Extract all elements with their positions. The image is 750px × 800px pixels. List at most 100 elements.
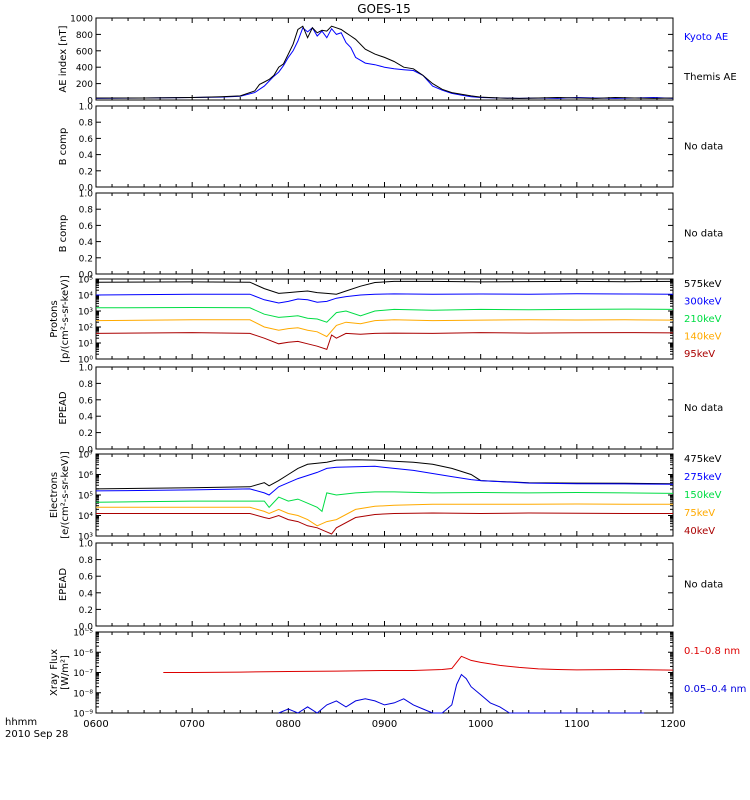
- y-axis-label: EPEAD: [58, 391, 69, 425]
- y-axis-label: B comp: [58, 215, 69, 253]
- panel-electrons: 10³ 10⁴ 10⁵ 10⁶ 10⁷ Electrons [e/(cm²-s-sr-keV…: [49, 451, 722, 543]
- legend-entry: Kyoto AE: [684, 32, 728, 43]
- y-tick-label: 0.6: [79, 222, 94, 232]
- y-axis-label: AE index [nT]: [58, 25, 69, 92]
- x-tick-label: 1100: [564, 719, 589, 730]
- y-tick-label: 0.8: [79, 556, 94, 566]
- y-tick-label: 10⁵: [78, 276, 93, 286]
- x-tick-label: 0800: [276, 719, 301, 730]
- y-axis-label: Protons: [49, 300, 60, 337]
- y-tick-label: 600: [76, 47, 93, 57]
- panel-epead1: 0.0 0.2 0.4 0.6 0.8 1.0 EPEAD No data: [58, 364, 723, 456]
- legend-entry: 210keV: [684, 314, 722, 325]
- y-tick-label: 0.0: [79, 271, 94, 281]
- series-line-275kev: [95, 465, 674, 496]
- legend-entry: 275keV: [684, 472, 722, 483]
- y-axis-label: B comp: [58, 128, 69, 166]
- plot-title: GOES-15: [357, 2, 411, 16]
- y-tick-label: 1.0: [79, 540, 94, 550]
- y-tick-label: 0.8: [79, 119, 94, 129]
- legend-entry: Themis AE: [683, 72, 737, 83]
- y-tick-label: 400: [76, 64, 93, 74]
- panel-frame: [95, 542, 674, 627]
- series-line-575kev: [95, 280, 674, 295]
- no-data-label: No data: [684, 229, 723, 240]
- y-axis-label: Electrons: [49, 472, 60, 518]
- y-tick-label: 0.8: [79, 206, 94, 216]
- x-corner-label-date: 2010 Sep 28: [5, 729, 68, 740]
- y-tick-label: 0.6: [79, 135, 94, 145]
- legend-entry: 40keV: [684, 526, 715, 537]
- panel-epead2: 0.0 0.2 0.4 0.6 0.8 1.0 EPEAD No data: [58, 540, 723, 633]
- y-tick-label: 1000: [70, 15, 93, 25]
- y-tick-label: 10⁰: [78, 356, 93, 366]
- series-line-210kev: [95, 306, 674, 323]
- y-tick-label: 10⁻⁶: [73, 649, 93, 659]
- y-tick-label: 200: [76, 80, 93, 90]
- series-line-300kev: [95, 293, 674, 304]
- y-tick-label: 0.6: [79, 573, 94, 583]
- y-tick-label: 1.0: [79, 190, 94, 200]
- y-tick-label: 10³: [78, 533, 93, 543]
- legend-entry: 475keV: [684, 454, 722, 465]
- y-tick-label: 10⁻⁹: [73, 710, 93, 720]
- y-tick-label: 0.2: [79, 167, 93, 177]
- y-tick-label: 0: [87, 97, 93, 107]
- y-axis-label: EPEAD: [58, 568, 69, 602]
- y-tick-label: 10⁻⁵: [73, 629, 93, 639]
- y-tick-label: 0.4: [79, 589, 94, 599]
- series-line-95kev: [95, 332, 674, 351]
- y-tick-label: 1.0: [79, 364, 94, 374]
- y-tick-label: 0.2: [79, 606, 93, 616]
- panel-b2: 0.0 0.2 0.4 0.6 0.8 1.0 B comp No data: [58, 190, 723, 281]
- y-tick-label: 0.2: [79, 429, 93, 439]
- panel-b1: 0.0 0.2 0.4 0.6 0.8 1.0 B comp No data: [58, 103, 723, 194]
- y-axis-label: Xray Flux: [49, 649, 60, 696]
- legend-entry: 0.1–0.8 nm: [684, 646, 740, 657]
- x-corner-label-hhmm: hhmm: [5, 717, 37, 728]
- y-tick-label: 0.6: [79, 396, 94, 406]
- y-tick-label: 0.4: [79, 413, 94, 423]
- y-axis-unit: [p/(cm²-s-sr-keV)]: [60, 275, 71, 363]
- panel-frame: [95, 105, 674, 188]
- y-tick-label: 1.0: [79, 103, 94, 113]
- y-tick-label: 10⁷: [78, 451, 93, 461]
- legend-entry: 75keV: [684, 508, 715, 519]
- series-line-140kev: [95, 319, 674, 338]
- y-tick-label: 0.2: [79, 254, 93, 264]
- series-line-themis-ae: [96, 25, 674, 99]
- panel-frame: [95, 17, 674, 101]
- x-tick-label: 0900: [372, 719, 397, 730]
- no-data-label: No data: [684, 580, 723, 591]
- series-line-0-05-0-4-nm: [278, 673, 645, 714]
- y-axis-unit: [W/m²]: [60, 655, 71, 690]
- y-tick-label: 10¹: [78, 340, 93, 350]
- panel-xray: 10⁻⁹ 10⁻⁸ 10⁻⁷ 10⁻⁶ 10⁻⁵ Xray Flux [W/m²] 0.1–0…: [49, 629, 746, 720]
- x-tick-label: 1200: [660, 719, 685, 730]
- x-tick-label: 0700: [179, 719, 204, 730]
- y-tick-label: 0.0: [79, 623, 94, 633]
- panel-frame: [95, 192, 674, 275]
- y-axis-unit: [e/(cm²-s-sr-keV)]: [60, 451, 71, 539]
- legend-entry: 575keV: [684, 279, 722, 290]
- panel-frame: [95, 278, 674, 360]
- series-line-kyoto-ae: [95, 26, 674, 99]
- legend-entry: 140keV: [684, 332, 722, 343]
- panel-protons: 10⁰ 10¹ 10² 10³ 10⁴ 10⁵ Protons [p/(cm²-s-sr-ke…: [49, 275, 722, 365]
- series-line-40kev: [96, 512, 673, 535]
- y-tick-label: 10⁶: [78, 471, 93, 481]
- no-data-label: No data: [684, 142, 723, 153]
- legend-entry: 300keV: [684, 297, 722, 308]
- y-tick-label: 10³: [78, 308, 93, 318]
- y-tick-label: 10²: [78, 324, 93, 334]
- y-tick-label: 10⁴: [78, 512, 93, 522]
- y-tick-label: 10⁴: [78, 292, 93, 302]
- y-tick-label: 0.4: [79, 151, 94, 161]
- series-line-475kev: [95, 459, 674, 490]
- legend-entry: 150keV: [684, 490, 722, 501]
- legend-entry: 0.05–0.4 nm: [684, 684, 746, 695]
- x-tick-label: 0600: [83, 719, 108, 730]
- y-tick-label: 0.4: [79, 238, 94, 248]
- panel-frame: [95, 366, 674, 450]
